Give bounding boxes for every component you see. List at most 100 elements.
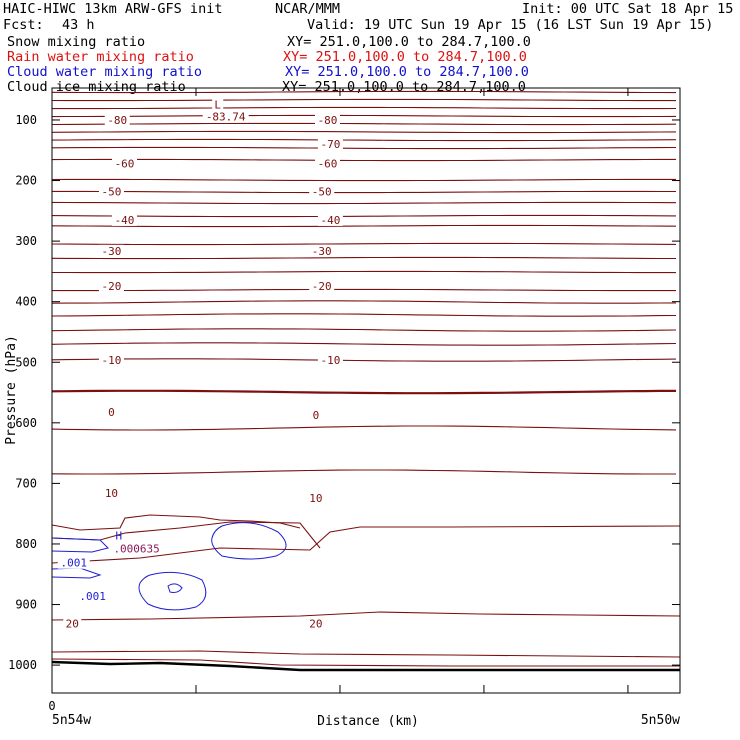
y-tick-label: 600 — [15, 416, 37, 430]
cloud-water-max-value: .000635 — [113, 542, 159, 555]
y-tick-label: 800 — [15, 537, 37, 551]
plot-frame — [51, 87, 681, 694]
temperature-contour-line — [51, 658, 680, 667]
temperature-contour-line — [51, 214, 677, 218]
temperature-contour-label-bg — [315, 157, 340, 170]
temperature-contour-line — [51, 328, 677, 332]
temperature-contour-label-bg — [317, 213, 343, 226]
field-name-snow: Snow mixing ratio — [7, 34, 146, 50]
temperature-contour-line — [51, 90, 677, 94]
temperature-contour-label-bg — [63, 617, 82, 630]
temperature-contour-label-bg — [105, 405, 117, 418]
cloud-water-contour-label: .001 — [79, 590, 106, 603]
minimum-marker: L — [214, 99, 221, 112]
temperature-contour-line — [51, 342, 677, 346]
temperature-contour-line — [51, 358, 677, 362]
temperature-contour-line — [51, 313, 677, 317]
temperature-contour-line — [51, 130, 677, 134]
temperature-contour-label-bg — [310, 408, 322, 421]
temperature-contour-label: -10 — [320, 354, 340, 367]
minimum-value: -83.74 — [206, 111, 246, 124]
init-time: Init: 00 UTC Sat 18 Apr 15 — [522, 1, 734, 17]
temperature-contour-label: 0 — [108, 406, 115, 419]
y-tick-label: 500 — [15, 355, 37, 369]
temperature-contour-label: -70 — [320, 138, 340, 151]
temperature-contour-label: -10 — [102, 354, 122, 367]
temperature-contour-line — [51, 650, 681, 658]
cloud-water-contour-line — [211, 522, 287, 560]
temperature-contour-label-bg — [306, 617, 325, 630]
temperature-contour-label-bg — [317, 138, 343, 151]
temperature-contour-line — [51, 158, 676, 162]
temperature-contour-label: 20 — [309, 617, 322, 630]
y-axis-title: Pressure (hPa) — [4, 335, 19, 445]
temperature-contour-line — [51, 521, 321, 549]
temperature-contour-line — [52, 190, 676, 194]
field-xy-cloud-water: XY= 251.0,100.0 to 284.7,100.0 — [285, 64, 529, 80]
temperature-contour-line — [51, 178, 676, 182]
temperature-contour-label: 10 — [105, 487, 118, 500]
temperature-contour-label-bg — [309, 185, 335, 198]
temperature-contours — [51, 90, 681, 672]
temperature-contour-label: -40 — [320, 214, 340, 227]
temperature-contour-label: -50 — [312, 185, 332, 198]
temperature-contour-line — [51, 114, 677, 118]
cloud-water-contour-line — [138, 571, 207, 611]
model-title: HAIC-HIWC 13km ARW-GFS init — [3, 1, 223, 17]
forecast-hours: 43 h — [62, 17, 95, 33]
temperature-contour-label-bg — [98, 244, 124, 257]
temperature-contour-line — [52, 270, 676, 274]
temperature-contour-label-bg — [306, 491, 325, 504]
temperature-contour-label-bg — [112, 157, 137, 170]
field-name-cloud-ice: Cloud ice mixing ratio — [7, 79, 186, 95]
x-endpoint-right: 5n50w — [641, 713, 680, 728]
x-tick-label-0: 0 — [48, 699, 55, 713]
temperature-contour-label: -80 — [107, 114, 127, 127]
temperature-contour-line — [51, 122, 677, 126]
surface-line — [51, 660, 680, 672]
y-tick-label: 1000 — [8, 658, 37, 672]
cloud-water-max-marker: H — [115, 529, 122, 542]
org-label: NCAR/MMM — [275, 1, 341, 17]
temperature-contour-label: -20 — [312, 280, 332, 293]
temperature-contour-line — [51, 138, 677, 142]
temperature-contour-line — [51, 389, 676, 395]
field-name-rain: Rain water mixing ratio — [7, 49, 194, 65]
cloud-water-contour-label: .001 — [61, 557, 88, 570]
temperature-contour-label-bg — [309, 244, 335, 257]
temperature-contour-line — [51, 201, 677, 205]
temperature-contour-line — [51, 525, 681, 564]
cloud-water-contour-label-bg — [57, 556, 90, 569]
cloud-water-contour-line — [51, 537, 109, 553]
field-xy-cloud-ice: XY= 251.0,100.0 to 284.7,100.0 — [282, 79, 526, 95]
field-name-cloud-water: Cloud water mixing ratio — [7, 64, 203, 80]
valid-time: Valid: 19 UTC Sun 19 Apr 15 (16 LST Sun … — [307, 17, 714, 33]
forecast-label: Fcst: — [3, 17, 44, 33]
temperature-contour-line — [51, 224, 677, 228]
temperature-contour-label: -60 — [115, 158, 135, 171]
temperature-contour-label: -30 — [312, 245, 332, 258]
temperature-contour-label-bg — [102, 487, 121, 500]
y-tick-label: 200 — [15, 174, 37, 188]
temperature-contour-label-bg — [98, 279, 124, 292]
temperature-contour-label: -20 — [102, 280, 122, 293]
temperature-contour-label: 20 — [66, 617, 79, 630]
field-xy-snow: XY= 251.0,100.0 to 284.7,100.0 — [287, 34, 531, 50]
cloud-water-contour-line — [167, 583, 183, 593]
y-tick-label: 900 — [15, 598, 37, 612]
y-tick-label: 400 — [15, 295, 37, 309]
temperature-contour-line — [51, 98, 676, 102]
y-tick-label: 100 — [15, 113, 37, 127]
temperature-contour-label: 0 — [313, 409, 320, 422]
temperature-contour-line — [51, 256, 676, 260]
cloud-water-contour-label-bg — [76, 590, 109, 603]
x-endpoint-left: 5n54w — [52, 713, 91, 728]
temperature-contour-label: -60 — [318, 158, 338, 171]
field-xy-rain: XY= 251.0,100.0 to 284.7,100.0 — [283, 49, 527, 65]
temperature-contour-label: -30 — [102, 245, 122, 258]
temperature-contour-label: 10 — [309, 492, 322, 505]
temperature-contour-label-bg — [104, 113, 130, 126]
temperature-contour-label-bg — [317, 353, 343, 366]
temperature-contour-label: -40 — [115, 214, 135, 227]
